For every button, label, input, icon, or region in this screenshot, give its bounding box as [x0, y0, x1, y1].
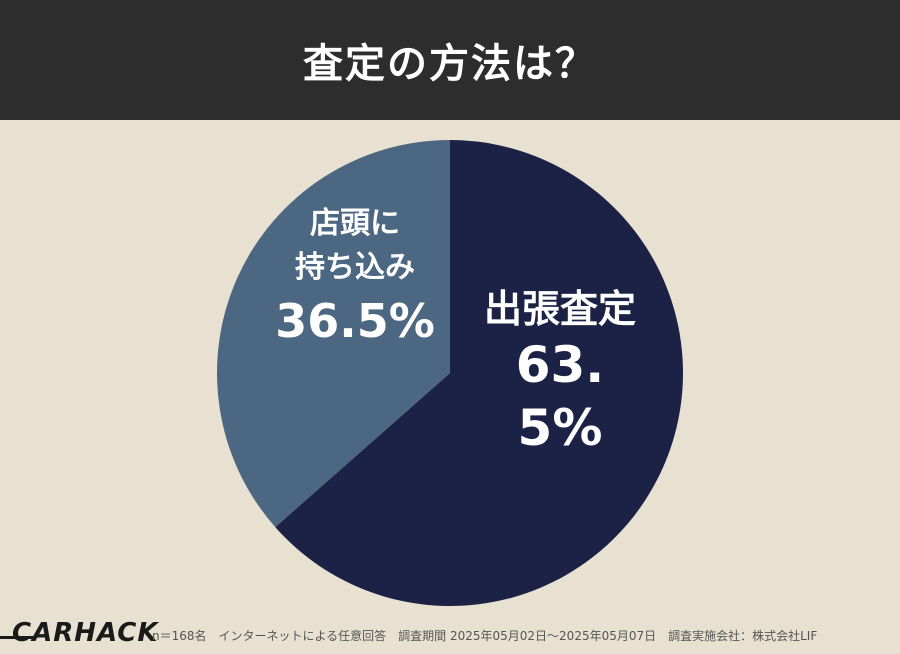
slice-label-store-line1: 店頭に [310, 206, 400, 241]
logo-underline [0, 636, 34, 639]
slice-label-onsite-name: 出張査定 [483, 287, 636, 331]
slice-label-onsite-value: 63.5% [515, 336, 605, 457]
slice-label-store-line2: 持ち込み [295, 249, 415, 285]
slice-label-store-value: 36.5% [275, 294, 435, 348]
carhack-logo: CARHACK [12, 618, 159, 648]
pie-chart [217, 140, 683, 606]
chart-title: 査定の方法は？ [303, 41, 597, 87]
slice-label-onsite: 出張査定 63.5% [460, 285, 660, 459]
slice-label-store: 店頭に 持ち込み 36.5% [270, 202, 440, 353]
footer: CARHACK n＝168名 インターネットによる任意回答 調査期間 2025年… [0, 610, 900, 654]
header-bar: 査定の方法は？ [0, 0, 900, 120]
survey-footnote: n＝168名 インターネットによる任意回答 調査期間 2025年05月02日～2… [152, 629, 818, 643]
chart-area: 出張査定 63.5% 店頭に 持ち込み 36.5% [0, 120, 900, 654]
pie-slice-store [217, 140, 450, 528]
pie-slice-onsite [275, 140, 683, 606]
